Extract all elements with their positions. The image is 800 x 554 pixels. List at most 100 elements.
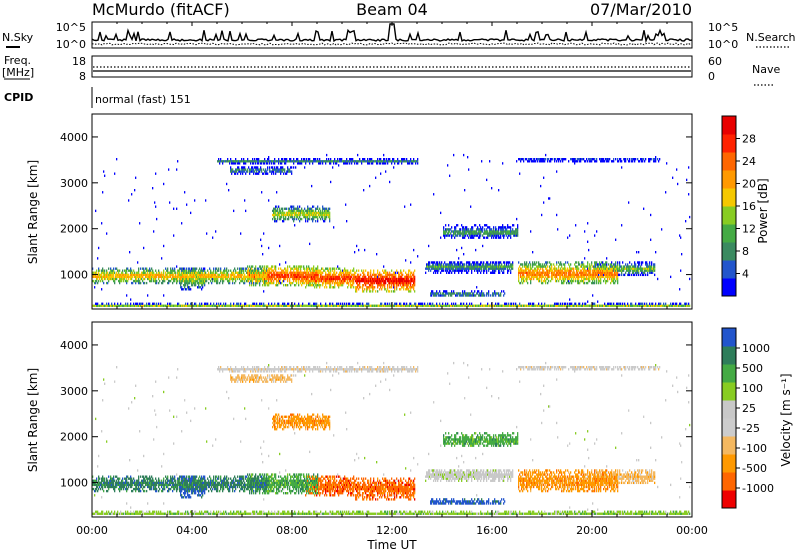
power-cell [442,304,444,307]
power-cell [143,281,145,285]
power-cell [296,209,298,213]
power-cell [156,273,158,277]
power-cell [299,265,301,268]
power-cell [309,211,311,215]
power-cell [461,271,463,274]
power-cell [459,304,461,307]
power-cell [321,267,323,270]
power-cell [348,275,350,279]
power-cell [97,302,99,305]
power-cell [354,304,356,307]
power-cell [271,265,273,268]
power-cell [242,170,244,173]
power-cell [353,279,355,283]
power-cell [103,304,105,307]
power-cell [296,215,298,219]
power-cell [231,168,233,171]
power-cell [504,263,506,266]
power-cell [175,271,177,274]
power-cell [526,304,528,307]
power-cell [96,269,98,272]
power-cell [204,271,206,274]
power-cell [429,263,431,266]
power-cell [445,290,447,293]
power-cell [161,273,163,277]
power-cell [487,261,489,264]
power-cell [259,284,261,287]
power-cell [338,277,340,281]
power-cell [262,271,264,274]
power-cell [278,271,280,274]
cpid-label: CPID [4,91,33,104]
power-cell [491,236,493,239]
power-cell [488,304,490,307]
power-cell [450,294,452,297]
power-cell [103,273,105,277]
power-cell [139,304,141,307]
power-cell [142,304,144,307]
power-cell [440,265,442,268]
power-cell [412,277,414,281]
power-cell [293,271,295,274]
power-cell [156,275,158,279]
power-cell [363,284,365,287]
power-cell [203,277,205,281]
power-cell [389,279,391,283]
power-cell [373,160,375,163]
power-cell [547,269,549,272]
power-cell [566,304,568,307]
power-cell [570,271,572,274]
power-cell [201,279,203,283]
power-cell [559,269,561,272]
power-cell [462,304,464,307]
power-cell [262,253,264,256]
power-cell [108,304,110,307]
power-cell [291,275,293,279]
power-cell [312,275,314,279]
power-cell [396,160,398,163]
power-cell [500,234,502,237]
power-cell [147,273,149,277]
power-cell [126,281,128,285]
power-cell [357,279,359,283]
power-cell [349,158,351,161]
power-cell [120,275,122,279]
power-cell [333,267,335,270]
power-cell [303,209,305,213]
power-cell [191,275,193,279]
power-cell [542,263,544,266]
power-cell [274,267,276,270]
power-cell [510,236,512,239]
power-cell [475,265,477,268]
power-cell [519,265,521,268]
power-cell [96,279,98,283]
power-cell [275,160,277,163]
power-cell [118,269,120,272]
power-cell [213,304,215,307]
power-cell [235,170,237,173]
power-cell [549,160,551,163]
power-cell [386,273,388,277]
power-cell [569,277,571,281]
power-cell [187,273,189,277]
power-cell [541,275,543,279]
power-cell [378,277,380,281]
power-cell [281,166,283,169]
power-cell [199,302,201,305]
power-cell [181,288,183,291]
power-cell [291,205,293,208]
power-cell [206,232,208,235]
power-cell [234,267,236,270]
power-cell [476,286,478,289]
power-cell [256,269,258,272]
power-cell [262,284,264,287]
power-cell [215,230,217,233]
power-cell [254,170,256,173]
power-cell [151,267,153,270]
power-cell [110,269,112,272]
power-cell [122,269,124,272]
power-cell [358,275,360,279]
power-cell [505,265,507,268]
power-cell [306,211,308,215]
power-cell [317,284,319,287]
